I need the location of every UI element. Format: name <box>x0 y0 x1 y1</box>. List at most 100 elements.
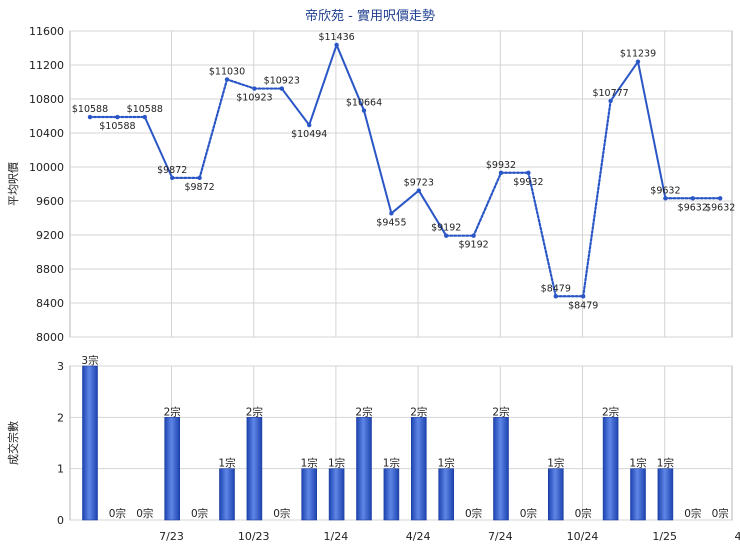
bar-data-label: 0宗 <box>465 507 482 520</box>
bar-data-label: 1宗 <box>438 457 455 470</box>
bar-data-label: 1宗 <box>301 457 318 470</box>
line-point <box>471 233 476 238</box>
line-point <box>197 175 202 181</box>
x-tick-label: 10/24 <box>567 530 599 543</box>
line-data-label: $10664 <box>346 98 382 109</box>
line-y-tick-label: 10000 <box>29 161 64 174</box>
bar <box>328 468 345 521</box>
line-data-label: $11239 <box>620 49 656 60</box>
line-segment <box>417 189 448 237</box>
line-segment <box>143 116 174 179</box>
bar-data-label: 1宗 <box>328 457 345 470</box>
bar-y-axis-label: 成交宗數 <box>6 421 20 465</box>
bar-data-label: 2宗 <box>410 405 427 418</box>
line-segment <box>527 171 557 298</box>
bar <box>493 417 509 521</box>
line-point <box>526 170 531 175</box>
line-point <box>416 188 421 193</box>
bar-data-label: 2宗 <box>492 405 509 418</box>
line-point <box>170 175 175 181</box>
line-data-label: $9932 <box>513 177 543 188</box>
x-tick-label: 10/23 <box>238 530 270 543</box>
line-y-tick-label: 10400 <box>29 127 64 140</box>
bar <box>410 417 427 521</box>
x-tick-label: 1/24 <box>324 530 349 543</box>
line-data-label: $9192 <box>458 240 488 251</box>
line-point <box>307 122 312 128</box>
bar <box>246 417 263 521</box>
bar-data-label: 0宗 <box>575 507 592 520</box>
chart-title: 帝欣苑 - 實用呎價走勢 <box>305 8 435 24</box>
bar-data-label: 0宗 <box>109 507 126 520</box>
line-data-label: $10494 <box>291 129 327 140</box>
line-segment <box>390 189 420 215</box>
x-tick-label: 7/24 <box>488 530 513 543</box>
line-data-label: $9632 <box>678 202 708 213</box>
line-data-label: $9723 <box>404 178 434 189</box>
line-data-label: $9932 <box>486 160 516 171</box>
bar <box>383 468 400 521</box>
line-point <box>444 233 449 238</box>
line-data-label: $9192 <box>431 223 461 234</box>
line-segment <box>225 78 256 90</box>
line-data-label: $8479 <box>568 300 598 311</box>
bar <box>82 365 98 521</box>
bar-data-label: 0宗 <box>273 507 290 520</box>
bar <box>547 468 564 521</box>
bar <box>356 417 372 521</box>
line-data-label: $9455 <box>376 217 406 228</box>
line-point <box>142 114 147 120</box>
bar-data-label: 2宗 <box>246 405 263 418</box>
bar-data-label: 0宗 <box>712 507 729 520</box>
line-data-label: $10588 <box>72 104 108 115</box>
line-segment <box>308 43 338 127</box>
line-y-tick-label: 8400 <box>36 297 64 310</box>
line-data-label: $10777 <box>592 88 628 99</box>
line-point <box>498 170 504 175</box>
line-point <box>87 114 93 120</box>
x-tick-label: 4/24 <box>406 530 431 543</box>
bar-y-tick-label: 0 <box>57 514 64 527</box>
bar-plot-area <box>69 365 733 521</box>
bar <box>301 468 318 521</box>
line-point <box>635 59 641 64</box>
line-point <box>279 86 284 91</box>
line-point <box>334 42 339 48</box>
line-data-label: $10588 <box>99 121 135 132</box>
line-y-tick-label: 9600 <box>36 195 64 208</box>
bar-data-label: 1宗 <box>383 457 400 470</box>
line-point <box>252 86 257 91</box>
line-y-tick-label: 10800 <box>29 93 64 106</box>
bar-data-label: 0宗 <box>684 507 701 520</box>
line-segment <box>280 87 311 127</box>
line-data-label: $11030 <box>209 66 245 77</box>
line-segment <box>198 78 229 179</box>
bar <box>164 417 180 521</box>
bar <box>438 468 455 521</box>
bar <box>630 468 646 521</box>
bar-data-label: 1宗 <box>547 457 564 470</box>
bar-data-label: 2宗 <box>355 405 372 418</box>
bar-data-label: 1宗 <box>629 457 646 470</box>
line-y-tick-label: 11600 <box>29 25 64 38</box>
line-data-label: $10923 <box>264 76 300 87</box>
line-point <box>553 294 558 299</box>
x-tick-label: 7/23 <box>159 530 184 543</box>
bar-y-tick-label: 2 <box>57 411 64 424</box>
x-tick-label: 4/25 <box>735 530 740 543</box>
line-data-label: $10923 <box>236 93 272 104</box>
bar-data-label: 3宗 <box>81 354 98 367</box>
line-point <box>581 294 586 299</box>
line-y-axis-label: 平均呎價 <box>6 162 20 206</box>
line-data-label: $9872 <box>184 182 214 193</box>
bar-data-label: 0宗 <box>191 507 208 520</box>
bar <box>219 468 235 521</box>
line-segment <box>363 109 393 215</box>
line-point <box>718 196 723 201</box>
bar <box>657 468 674 521</box>
line-segment <box>582 99 612 298</box>
bar-data-label: 2宗 <box>602 405 619 418</box>
line-y-tick-label: 8000 <box>36 331 64 344</box>
